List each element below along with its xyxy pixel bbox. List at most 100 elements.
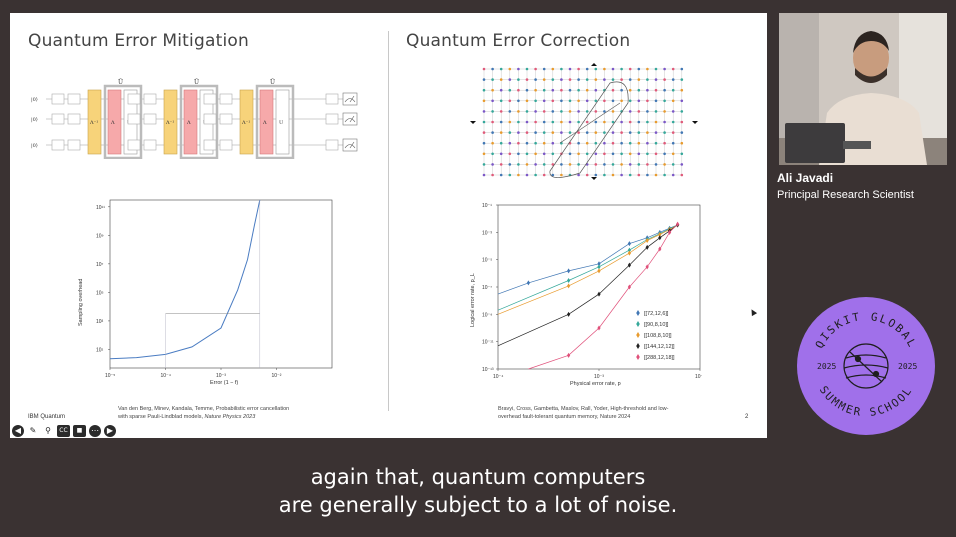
lattice-qubit (542, 78, 546, 81)
y-tick-label: 10⁻³ (482, 230, 492, 236)
lattice-qubit (680, 67, 684, 71)
measurement-gate (342, 92, 358, 106)
more-icon[interactable]: ⋯ (89, 425, 101, 437)
lattice-qubit (585, 152, 589, 156)
series-marker (658, 235, 662, 241)
lattice-qubit (628, 67, 632, 71)
lattice-qubit (611, 110, 615, 113)
circuit-input-label: |0⟩ (31, 117, 38, 123)
lattice-qubit (560, 99, 563, 103)
lattice-qubit (499, 99, 503, 103)
lattice-qubit (560, 173, 563, 177)
series-marker (597, 268, 601, 274)
lattice-qubit (620, 110, 623, 113)
lattice-qubit (663, 141, 666, 145)
lattice-qubit (663, 131, 666, 134)
lattice-qubit (637, 173, 641, 177)
pen-icon[interactable]: ✎ (29, 426, 37, 435)
lattice-qubit (508, 67, 512, 71)
lattice-qubit (517, 67, 520, 71)
meter-icon (344, 95, 356, 103)
lattice-qubit (671, 152, 675, 156)
lattice-qubit (568, 67, 572, 71)
lattice-qubit (508, 78, 512, 81)
sampling-overhead-chart: 10⁻⁵ 10⁻⁴ 10⁻³ 10⁻² 10¹ 10³ 10⁵ 10⁷ 10⁹ 10¹¹ Error… (78, 199, 333, 386)
lattice-qubit (508, 173, 512, 177)
lattice-qubit (646, 88, 649, 92)
lattice-qubit (499, 78, 503, 81)
boundary-marker (591, 177, 597, 180)
u-tilde-label: Ũ (194, 78, 199, 86)
qiskit-global-summer-school-badge: QISKIT GLOBAL SUMMER SCHOOL 2025 2025 (797, 297, 935, 435)
lattice-qubit (620, 88, 623, 92)
series-marker (597, 291, 601, 297)
noisy-layer-outline (179, 84, 219, 159)
lattice-qubit (671, 88, 675, 92)
lattice-qubit (568, 131, 572, 134)
lambda-inverse-gate (87, 89, 102, 155)
series-marker (566, 311, 571, 317)
lattice-qubit (680, 131, 684, 134)
lattice-qubit (663, 88, 666, 92)
lattice-qubit (491, 78, 494, 81)
circuit-small-gate (143, 93, 157, 105)
circuit-small-gate (51, 139, 65, 151)
lattice-qubit (611, 152, 615, 156)
legend-label: [[144,12,12]] (644, 344, 675, 350)
lattice-qubit (603, 120, 606, 124)
circuit-small-gate (219, 113, 233, 125)
lattice-qubit (534, 88, 537, 92)
lattice-qubit (551, 163, 555, 166)
x-axis-label: Physical error rate, p (570, 381, 621, 387)
lattice-qubit (482, 67, 486, 71)
lattice-qubit (542, 99, 546, 103)
boundary-marker (591, 63, 597, 66)
x-tick-label: 10⁻⁴ (493, 374, 503, 380)
lattice-qubit (585, 99, 589, 103)
lattice-qubit (525, 173, 529, 177)
lattice-qubit (525, 141, 529, 145)
closed-captions-icon[interactable]: CC (57, 425, 70, 437)
lattice-qubit (620, 141, 623, 145)
lattice-qubit (491, 152, 494, 156)
camera-icon[interactable]: ■ (73, 425, 86, 437)
lattice-qubit (499, 141, 503, 145)
lattice-qubit (577, 173, 580, 177)
lattice-qubit (551, 88, 555, 92)
lattice-qubit (585, 173, 589, 177)
lattice-qubit (663, 163, 666, 166)
lattice-qubit (482, 152, 486, 156)
lattice-qubit (646, 131, 649, 134)
y-tick-label: 10⁻⁹ (482, 312, 492, 318)
lattice-qubit (517, 173, 520, 177)
lattice-qubit (542, 141, 546, 145)
series-marker (566, 352, 571, 358)
unitary-label: U (279, 120, 283, 126)
circuit-small-gate (127, 113, 141, 125)
lattice-qubit (551, 152, 555, 156)
lattice-qubit (551, 78, 555, 81)
lattice-qubit (525, 152, 529, 156)
lattice-qubit (611, 131, 615, 134)
caption-line-2: are generally subject to a lot of noise. (278, 493, 678, 517)
caption-line-1: again that, quantum computers (310, 465, 646, 489)
lattice-qubit (499, 163, 503, 166)
circuit-small-gate (143, 139, 157, 151)
lattice-qubit (671, 78, 675, 81)
zoom-icon[interactable]: ⚲ (45, 426, 51, 435)
series-marker (526, 280, 531, 286)
arrow-left-icon[interactable]: ◀ (12, 425, 24, 437)
lattice-qubit (508, 99, 512, 103)
y-tick-label: 10⁷ (96, 262, 104, 268)
lattice-qubit (637, 67, 641, 71)
lattice-qubit (499, 120, 503, 124)
lattice-qubit (560, 88, 563, 92)
lattice-qubit (534, 152, 537, 156)
legend-label: [[108,8,10]] (644, 333, 672, 339)
y-tick-label: 10¹¹ (96, 205, 105, 211)
lambda-gate (107, 89, 122, 155)
lattice-qubit (594, 141, 598, 145)
lambda-inverse-label: Λ⁻¹ (89, 120, 98, 126)
arrow-right-icon[interactable]: ▶ (104, 425, 116, 437)
